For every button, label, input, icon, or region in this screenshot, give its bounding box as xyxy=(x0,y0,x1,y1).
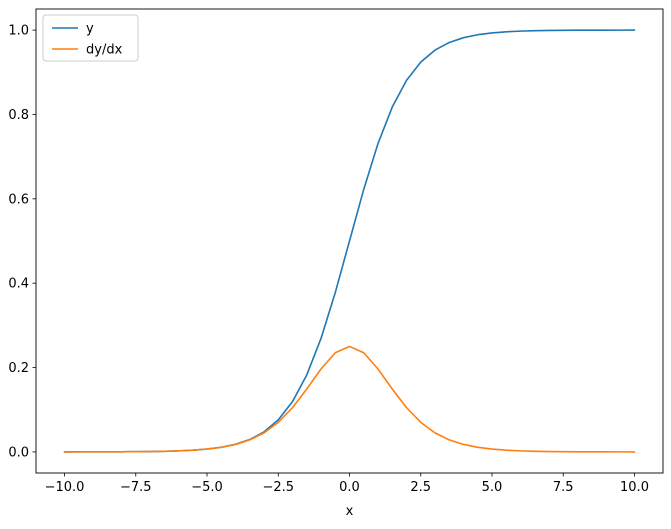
y-tick-label: 0.8 xyxy=(8,108,29,123)
x-tick-label: 7.5 xyxy=(553,480,574,495)
x-tick-label: −10.0 xyxy=(45,480,85,495)
x-tick-label: −5.0 xyxy=(191,480,223,495)
legend-label-0: y xyxy=(86,22,94,37)
x-tick-label: 10.0 xyxy=(620,480,649,495)
y-tick-label: 0.2 xyxy=(8,361,29,376)
x-tick-label: 2.5 xyxy=(410,480,431,495)
x-tick-label: −7.5 xyxy=(120,480,152,495)
series-line-dy-dx xyxy=(63,345,636,453)
y-tick-label: 0.6 xyxy=(8,192,29,207)
axes-frame xyxy=(35,8,664,474)
x-axis-label: x xyxy=(346,504,354,519)
y-tick-label: 0.0 xyxy=(8,445,29,460)
legend-label-1: dy/dx xyxy=(86,43,123,58)
x-tick-label: 5.0 xyxy=(482,480,503,495)
x-tick-label: 0.0 xyxy=(339,480,360,495)
x-tick-label: −2.5 xyxy=(262,480,294,495)
y-tick-label: 1.0 xyxy=(8,24,29,39)
y-tick-label: 0.4 xyxy=(8,277,29,292)
